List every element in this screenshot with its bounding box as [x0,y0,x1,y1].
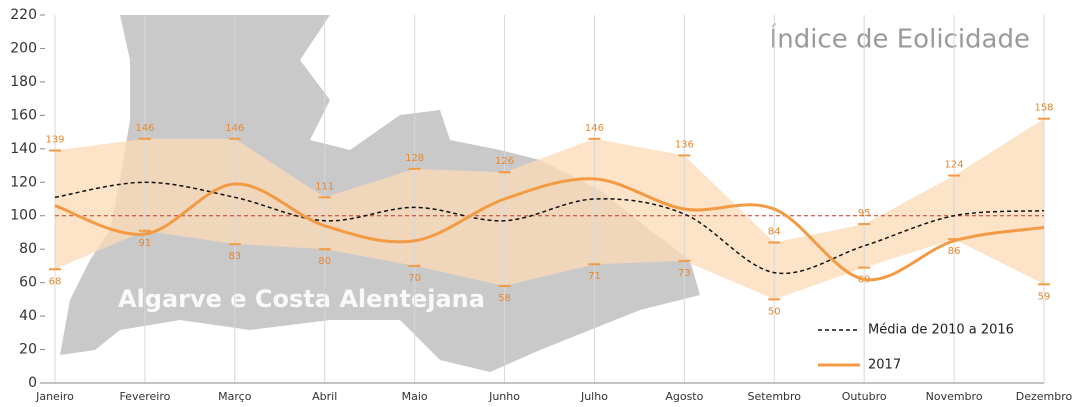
range-max-label: 158 [1034,103,1053,114]
x-tick-label: Fevereiro [119,390,170,403]
y-tick-label: 180 [10,74,37,90]
range-max-label: 124 [945,160,964,171]
series-line [54,177,1045,282]
x-tick-label: Junho [488,390,520,403]
x-tick-label: Abril [312,390,337,403]
range-min-label: 68 [49,276,62,287]
y-tick-label: 220 [10,7,37,23]
y-tick-label: 80 [19,241,37,257]
range-min-label: 86 [948,246,961,257]
range-max-label: 146 [135,123,154,134]
range-min-label: 58 [498,293,511,304]
range-max-label: 126 [495,156,514,167]
x-tick-label: Janeiro [35,390,74,403]
x-tick-label: Novembro [926,390,983,403]
y-tick-label: 200 [10,40,37,56]
x-tick-label: Setembro [747,390,801,403]
y-tick-label: 100 [10,208,37,224]
legend-label: 2017 [868,358,901,373]
y-tick-label: 20 [19,342,37,358]
range-min-label: 83 [228,251,241,262]
x-tick-label: Maio [402,390,428,403]
range-max-label: 146 [585,123,604,134]
x-tick-label: Dezembro [1016,390,1073,403]
range-max-label: 128 [405,153,424,164]
legend-label: Média de 2010 a 2016 [868,323,1014,338]
range-max-label: 136 [675,140,694,151]
range-min-label: 91 [139,238,152,249]
chart-title: Índice de Eolicidade [770,23,1030,55]
map-label: Algarve e Costa Alentejana [118,285,485,313]
range-max-label: 146 [225,123,244,134]
x-tick-label: Julho [580,390,608,403]
x-tick-label: Outubro [842,390,887,403]
y-tick-label: 160 [10,107,37,123]
range-min-label: 71 [588,271,601,282]
range-max-label: 111 [315,181,334,192]
range-min-label: 50 [768,306,781,317]
y-tick-label: 120 [10,174,37,190]
range-max-label: 95 [858,208,871,219]
range-min-label: 70 [408,273,421,284]
x-tick-label: Agosto [665,390,703,403]
y-tick-label: 60 [19,275,37,291]
range-min-label: 59 [1038,291,1051,302]
range-max-label: 84 [768,226,781,237]
y-tick-label: 140 [10,141,37,157]
range-min-label: 73 [678,268,691,279]
y-tick-label: 40 [19,308,37,324]
x-tick-label: Março [218,390,252,403]
range-max-label: 139 [45,134,64,145]
range-min-label: 80 [318,256,331,267]
y-tick-label: 0 [28,375,37,391]
